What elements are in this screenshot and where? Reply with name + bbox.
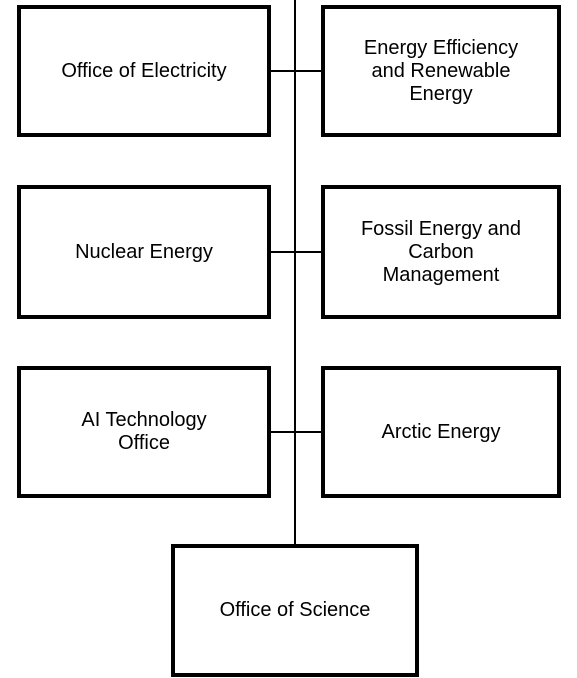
org-label: Office of Electricity: [61, 59, 227, 82]
org-label: Arctic Energy: [381, 420, 501, 443]
org-box: Nuclear Energy: [17, 185, 271, 319]
org-box: Fossil Energy and Carbon Management: [321, 185, 561, 319]
connector: [268, 431, 324, 433]
org-box: Energy Efficiency and Renewable Energy: [321, 5, 561, 137]
connector: [268, 251, 324, 253]
org-box: Office of Science: [171, 544, 419, 677]
org-box: Arctic Energy: [321, 366, 561, 498]
org-box: Office of Electricity: [17, 5, 271, 137]
trunk-line: [294, 0, 296, 548]
org-label: Office of Science: [219, 599, 371, 621]
org-label: Fossil Energy and Carbon Management: [360, 217, 522, 286]
org-label: Nuclear Energy: [75, 240, 213, 263]
connector: [268, 70, 324, 72]
org-label: AI Technology Office: [81, 409, 207, 454]
org-label: Energy Efficiency and Renewable Energy: [363, 36, 519, 105]
org-box: AI Technology Office: [17, 366, 271, 498]
